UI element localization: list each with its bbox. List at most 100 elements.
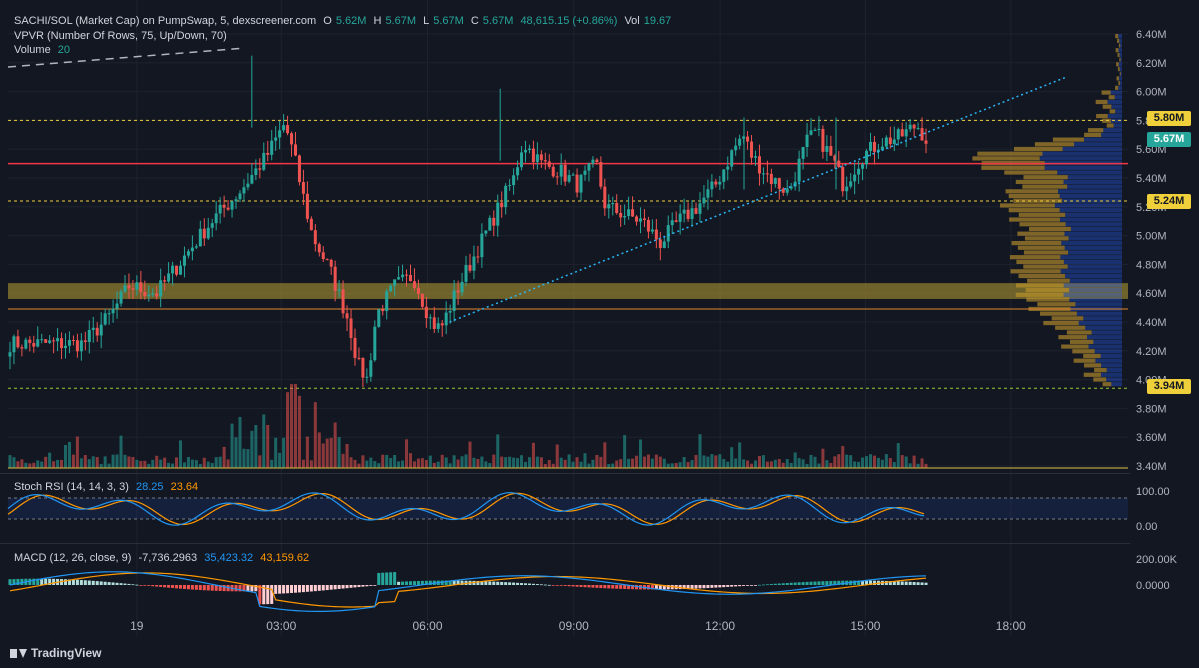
candle-body [448,311,452,313]
volume-bar [222,446,226,468]
macd-histogram-bar [896,581,900,585]
candle-body [32,343,36,347]
symbol-title[interactable]: SACHI/SOL (Market Cap) on PumpSwap, 5, d… [14,15,317,27]
candle-body [888,137,892,145]
macd-histogram-bar [765,584,769,586]
volume-bar [821,448,825,468]
candle-body [44,339,48,343]
vp-row-down [1106,123,1114,128]
vp-row-down [1022,184,1068,189]
candle-body [218,204,222,214]
macd-histogram-bar [182,585,186,589]
macd-legend[interactable]: MACD (12, 26, close, 9) -7,736.2963 35,4… [14,551,313,565]
ohlc-close-value: 5.67M [482,15,514,27]
vp-row-down [1037,302,1076,307]
volume-bar [853,461,857,468]
volume-bar [710,454,714,468]
candle-body [797,158,801,182]
macd-histogram-bar [111,582,115,585]
volume-bar [662,458,666,468]
volume-bar [262,414,266,468]
candle-body [52,340,56,342]
volume-bar [147,463,151,468]
price-axis-tick: 4.80M [1136,259,1167,271]
vp-row-up [1062,146,1122,152]
volume-bar [444,457,448,468]
volume-bar [627,458,631,468]
candle-body [238,193,242,200]
macd-histogram-bar [202,585,206,591]
volume-bar [266,424,270,468]
volume-bar [151,459,155,468]
candle-body [321,252,325,260]
candle-body [789,186,793,189]
macd-histogram-bar [71,579,75,585]
ohlc-low-key: L [423,15,430,27]
volume-bar [825,460,829,468]
macd-histogram-bar [393,572,397,585]
macd-histogram-bar [837,580,841,585]
volume-bar [714,455,718,468]
volume-bar [694,455,698,468]
volume-legend[interactable]: Volume 20 [14,43,74,57]
candle-body [182,255,186,266]
volume-bar [845,454,849,468]
candle-body [884,137,888,147]
candle-body [880,146,884,150]
stoch-d-value: 23.64 [170,481,199,493]
macd-histogram-bar [401,581,405,585]
stoch-legend[interactable]: Stoch RSI (14, 14, 3, 3) 28.25 23.64 [14,480,202,494]
vp-row-down [1087,128,1104,133]
macd-histogram-bar [373,585,377,586]
volume-bar [198,463,202,468]
vpvr-legend[interactable]: VPVR (Number Of Rows, 75, Up/Down, 70) [14,29,231,43]
tradingview-logo[interactable]: TradingView [10,646,101,660]
volume-bar [797,458,801,468]
macd-histogram-bar [801,582,805,585]
candle-body [837,160,841,168]
candle-body [206,227,210,239]
candle-body [801,147,805,159]
vp-row-down [1013,198,1063,203]
candle-body [761,173,765,175]
volume-bar [587,463,591,468]
macd-histogram-bar [861,580,865,585]
volume-bar [238,416,242,468]
volume-bar [143,460,147,468]
volume-bar [801,459,805,468]
price-axis-tick: 3.80M [1136,403,1167,415]
candle-body [127,285,131,289]
vp-row-up [1069,278,1122,283]
macd-histogram-bar [238,585,242,592]
volume-bar [781,462,785,468]
vp-row-down [1028,226,1071,232]
vp-row-up [1039,156,1122,161]
price-axis-tick: 3.40M [1136,461,1167,473]
volume-bar [611,463,615,468]
macd-histogram-bar [635,585,639,590]
volume-bar [591,459,595,468]
candle-body [785,188,789,193]
candle-body [103,313,107,325]
volume-bar [698,434,702,468]
candle-body [381,309,385,312]
candle-body [389,285,393,292]
candle-body [563,164,567,182]
candle-body [393,279,397,286]
candle-body [345,313,349,319]
volume-bar [171,463,175,468]
vp-row-down [1015,179,1064,185]
volume-bar [16,461,20,468]
macd-histogram-bar [381,572,385,585]
candle-body [71,340,75,342]
candle-body [357,357,361,359]
volume-bar [393,455,397,468]
volume-bar [571,461,575,468]
volume-bar [841,446,845,468]
vp-row-down [1005,189,1058,194]
candle-body [282,125,286,131]
vp-row-up [1070,226,1122,232]
candle-body [464,265,468,282]
candle-body [230,201,234,210]
